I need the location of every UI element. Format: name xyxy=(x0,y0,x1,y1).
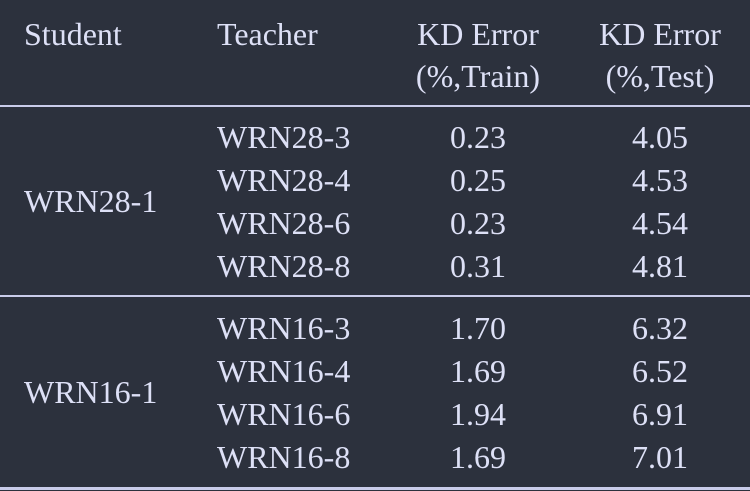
teacher-cell: WRN28-8 xyxy=(217,248,351,284)
kd-train-cell: 0.31 xyxy=(450,248,506,284)
header-kd-train-line2: (%,Train) xyxy=(415,58,541,94)
teacher-cell: WRN16-4 xyxy=(217,353,351,389)
kd-test-cell: 6.91 xyxy=(632,396,688,432)
kd-test-cell: 4.81 xyxy=(632,248,688,284)
kd-train-cell: 0.23 xyxy=(450,119,506,155)
header-teacher: Teacher xyxy=(217,16,318,52)
teacher-cell: WRN16-8 xyxy=(217,439,351,475)
teacher-cell: WRN16-3 xyxy=(217,310,351,346)
kd-test-cell: 4.05 xyxy=(632,119,688,155)
header-divider xyxy=(0,105,750,107)
kd-test-cell: 4.54 xyxy=(632,205,688,241)
kd-train-cell: 0.23 xyxy=(450,205,506,241)
kd-test-cell: 6.52 xyxy=(632,353,688,389)
kd-train-cell: 1.69 xyxy=(450,353,506,389)
student-cell: WRN16-1 xyxy=(24,374,158,410)
header-student: Student xyxy=(24,16,122,52)
kd-test-cell: 4.53 xyxy=(632,162,688,198)
header-kd-train-line1: KD Error xyxy=(417,16,539,52)
bottom-rule xyxy=(0,487,750,490)
header-kd-test-line1: KD Error xyxy=(599,16,721,52)
kd-train-cell: 1.69 xyxy=(450,439,506,475)
kd-test-cell: 6.32 xyxy=(632,310,688,346)
teacher-cell: WRN28-4 xyxy=(217,162,351,198)
header-kd-test-line2: (%,Test) xyxy=(605,58,715,94)
kd-test-cell: 7.01 xyxy=(632,439,688,475)
kd-train-cell: 1.70 xyxy=(450,310,506,346)
teacher-cell: WRN16-6 xyxy=(217,396,351,432)
kd-train-cell: 0.25 xyxy=(450,162,506,198)
teacher-cell: WRN28-3 xyxy=(217,119,351,155)
group-divider xyxy=(0,295,750,297)
kd-train-cell: 1.94 xyxy=(450,396,506,432)
teacher-cell: WRN28-6 xyxy=(217,205,351,241)
student-cell: WRN28-1 xyxy=(24,183,158,219)
